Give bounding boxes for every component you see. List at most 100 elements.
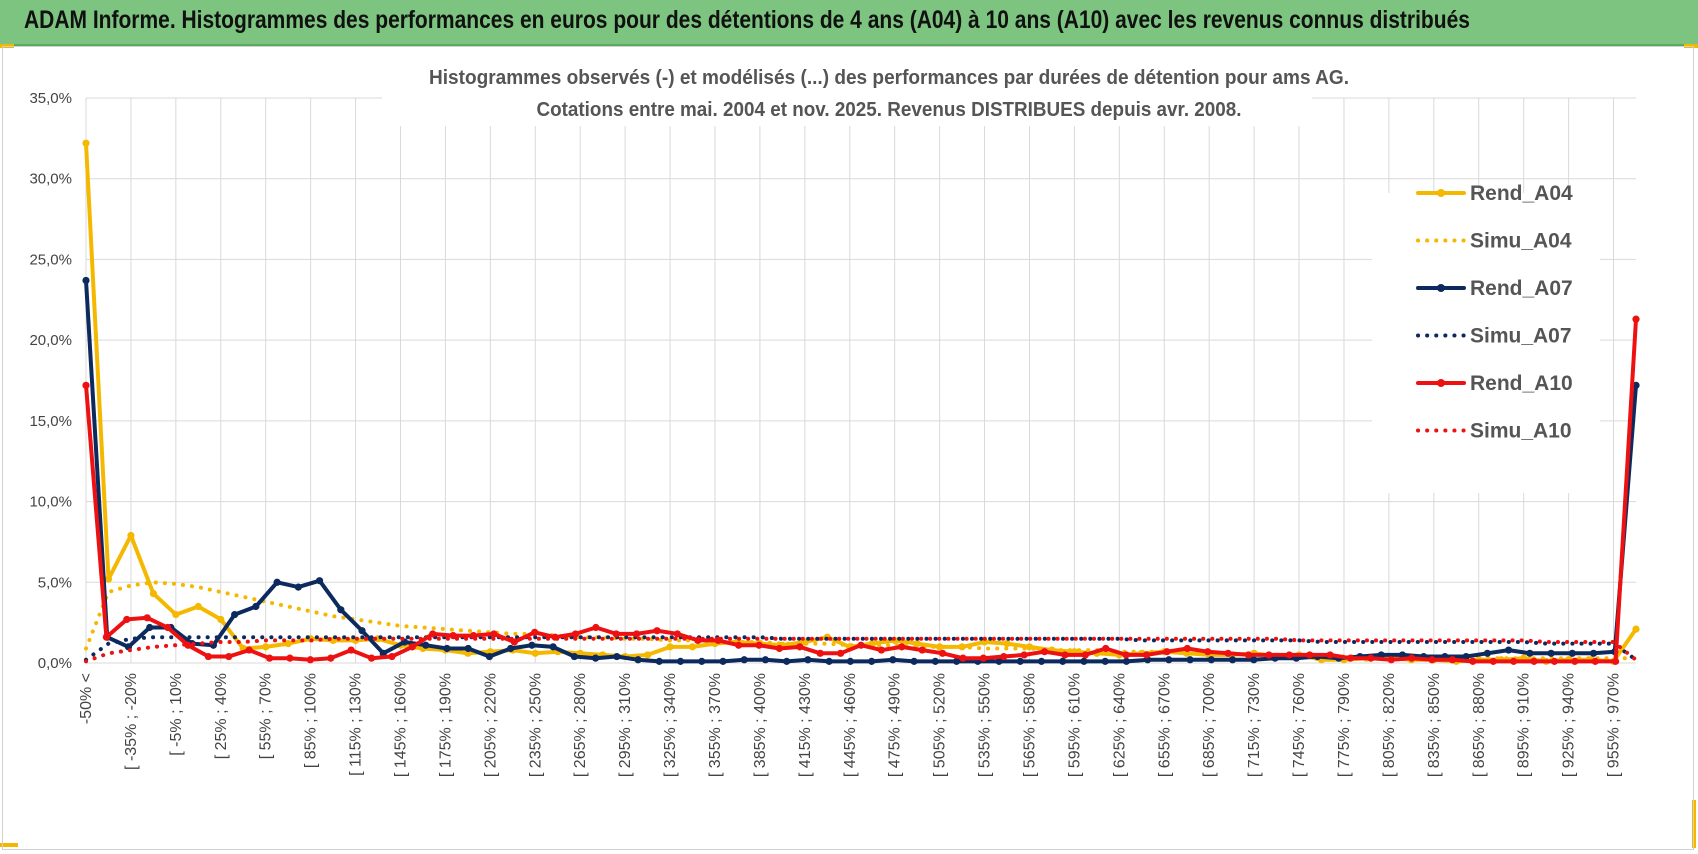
x-tick-label: [ 55% ; 70%: [258, 673, 275, 759]
data-point-rend_a10: [367, 654, 376, 662]
chart-title: Histogrammes observés (-) et modélisés (…: [382, 60, 1349, 126]
data-point-rend_a10: [1571, 657, 1579, 665]
data-point-rend_a10: [877, 646, 885, 654]
data-point-rend_a10: [82, 381, 90, 389]
data-point-rend_a10: [1469, 657, 1477, 665]
data-point-rend_a10: [735, 641, 743, 649]
y-tick-label: 20,0%: [29, 332, 72, 349]
legend-marker-rend_a07: [1437, 284, 1445, 292]
data-point-rend_a07: [231, 610, 239, 619]
data-point-rend_a10: [1367, 654, 1375, 662]
data-point-rend_a07: [1568, 649, 1576, 657]
data-point-rend_a04: [936, 643, 944, 651]
data-point-rend_a07: [1398, 651, 1407, 659]
x-tick-label: [ 925% ; 940%: [1561, 673, 1578, 777]
data-point-rend_a10: [204, 652, 212, 661]
legend-label-simu_a07: Simu_A07: [1470, 325, 1572, 348]
data-point-rend_a10: [857, 641, 865, 649]
x-tick-label: [ 235% ; 250%: [527, 673, 544, 777]
data-point-rend_a10: [1020, 651, 1028, 659]
x-tick-label: [ 595% ; 610%: [1066, 673, 1083, 777]
data-point-rend_a07: [655, 657, 663, 665]
x-tick-label: [ 85% ; 100%: [303, 673, 320, 768]
data-point-rend_a07: [146, 623, 154, 632]
data-point-rend_a10: [286, 654, 294, 662]
data-point-rend_a07: [1059, 657, 1067, 665]
legend-label-rend_a07: Rend_A07: [1470, 277, 1573, 300]
x-tick-label: [ 205% ; 220%: [482, 673, 499, 777]
data-point-rend_a07: [1250, 656, 1258, 664]
data-point-rend_a07: [868, 657, 876, 665]
data-point-rend_a10: [184, 641, 192, 649]
corner-mark-bottom-left: [0, 843, 18, 847]
data-point-rend_a04: [1025, 643, 1034, 651]
data-point-rend_a07: [549, 643, 557, 651]
legend-marker-rend_a04: [1437, 189, 1445, 197]
data-point-rend_a07: [676, 657, 685, 665]
data-point-rend_a07: [591, 654, 600, 662]
data-point-rend_a10: [592, 623, 600, 632]
data-point-rend_a04: [149, 589, 157, 598]
data-point-rend_a10: [429, 630, 437, 638]
data-point-rend_a07: [315, 577, 324, 585]
data-point-rend_a07: [931, 657, 939, 665]
x-tick-label: [ 355% ; 370%: [707, 673, 724, 777]
data-point-rend_a10: [123, 615, 131, 624]
y-tick-label: 5,0%: [38, 574, 72, 591]
data-point-rend_a10: [1612, 657, 1620, 665]
series: [82, 139, 1640, 665]
data-point-rend_a10: [1122, 651, 1130, 659]
data-point-rend_a10: [1265, 651, 1273, 659]
data-point-rend_a10: [143, 614, 151, 622]
chart-area: 0,0% 5,0% 10,0% 15,0% 20,0% 25,0% 30,0% 35,0% -…: [29, 60, 1640, 777]
data-point-rend_a10: [633, 630, 641, 638]
data-point-rend_a07: [783, 657, 791, 665]
data-point-rend_a04: [643, 651, 652, 659]
x-tick-label: [ 775% ; 790%: [1336, 673, 1353, 777]
x-tick-label: [ 535% ; 550%: [977, 673, 994, 777]
data-point-rend_a04: [262, 643, 270, 651]
data-point-rend_a07: [698, 657, 706, 665]
data-point-rend_a04: [1003, 640, 1011, 648]
x-tick-label: [ 745% ; 760%: [1291, 673, 1308, 777]
x-tick-label: [ 895% ; 910%: [1516, 673, 1533, 777]
data-point-rend_a10: [490, 630, 498, 638]
data-point-rend_a07: [889, 656, 897, 664]
x-tick-label: [ 385% ; 400%: [752, 673, 769, 777]
data-point-rend_a10: [388, 652, 396, 661]
data-point-rend_a10: [245, 646, 253, 654]
data-point-rend_a07: [1122, 657, 1131, 665]
data-point-rend_a04: [104, 575, 113, 583]
data-point-rend_a10: [1632, 315, 1640, 323]
x-tick-label: [ 625% ; 640%: [1111, 673, 1128, 777]
x-tick-label: [ 415% ; 430%: [797, 673, 814, 777]
x-tick-label: [ 475% ; 490%: [887, 673, 904, 777]
x-tick-label: [ 565% ; 580%: [1021, 673, 1038, 777]
report-title: ADAM Informe. Histogrammes des performan…: [24, 6, 1470, 34]
data-point-rend_a07: [952, 657, 961, 665]
data-point-rend_a07: [761, 656, 770, 664]
x-axis: -50% < [ -35% ; -20% [ -5% ; 10% [ 25% ; 40…: [78, 673, 1623, 777]
x-tick-label: [ 805% ; 820%: [1381, 673, 1398, 777]
data-point-rend_a10: [531, 628, 539, 636]
data-point-rend_a07: [1228, 656, 1237, 664]
data-point-rend_a10: [408, 643, 416, 651]
data-point-rend_a07: [528, 641, 536, 649]
legend-marker-rend_a10: [1437, 379, 1445, 387]
data-point-rend_a07: [464, 644, 472, 653]
data-point-rend_a07: [82, 276, 90, 285]
legend-label-simu_a04: Simu_A04: [1470, 230, 1572, 253]
data-point-rend_a07: [910, 657, 918, 665]
data-point-rend_a10: [571, 630, 580, 638]
y-tick-label: 15,0%: [29, 413, 72, 430]
data-point-rend_a10: [898, 643, 906, 651]
x-tick-label: [ -35% ; -20%: [123, 673, 140, 770]
data-point-rend_a07: [252, 602, 260, 611]
data-point-rend_a04: [172, 610, 180, 619]
data-point-rend_a07: [825, 657, 833, 665]
legend: Rend_A04 Simu_A04 Rend_A07 Simu_A07 Rend_A10…: [1372, 182, 1600, 493]
data-point-rend_a10: [265, 654, 274, 662]
data-point-rend_a10: [1102, 644, 1110, 653]
data-point-rend_a07: [995, 657, 1003, 665]
data-point-rend_a07: [273, 578, 281, 586]
